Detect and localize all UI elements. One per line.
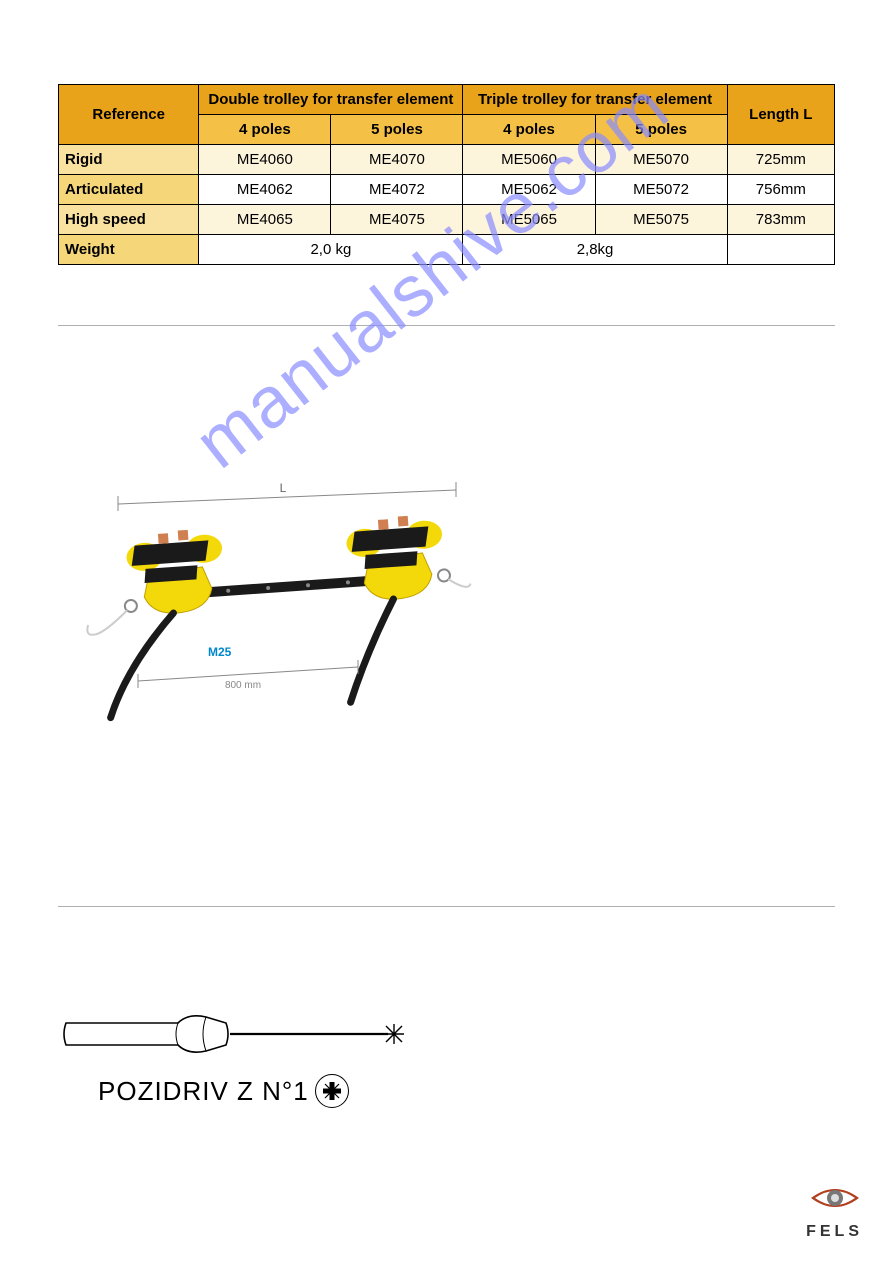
cell: ME5062 xyxy=(463,175,595,205)
cell: ME5060 xyxy=(463,145,595,175)
cell-weight-double: 2,0 kg xyxy=(199,235,463,265)
logo-text: FELS xyxy=(806,1223,863,1241)
row-label-articulated: Articulated xyxy=(59,175,199,205)
row-label-highspeed: High speed xyxy=(59,205,199,235)
table-row: Rigid ME4060 ME4070 ME5060 ME5070 725mm xyxy=(59,145,835,175)
cell: ME4060 xyxy=(199,145,331,175)
dim-label-L: L xyxy=(280,481,287,495)
section-divider xyxy=(58,906,835,907)
cell: 725mm xyxy=(727,145,834,175)
section-divider xyxy=(58,325,835,326)
m25-label: M25 xyxy=(208,645,232,659)
screwdriver-diagram: POZIDRIV Z N°1 xyxy=(58,1007,835,1108)
cell: 756mm xyxy=(727,175,834,205)
cell-weight-triple: 2,8kg xyxy=(463,235,727,265)
eye-icon xyxy=(807,1180,863,1216)
cell: ME4072 xyxy=(331,175,463,205)
col-header-double: Double trolley for transfer element xyxy=(199,85,463,115)
subheader-double-5poles: 5 poles xyxy=(331,115,463,145)
cell: 783mm xyxy=(727,205,834,235)
pozidriv-icon xyxy=(315,1074,349,1108)
cell: ME4070 xyxy=(331,145,463,175)
cell: ME4062 xyxy=(199,175,331,205)
table-row: Articulated ME4062 ME4072 ME5062 ME5072 … xyxy=(59,175,835,205)
trolley-diagram: L xyxy=(58,476,478,736)
cell: ME4065 xyxy=(199,205,331,235)
col-header-triple: Triple trolley for transfer element xyxy=(463,85,727,115)
table-row: High speed ME4065 ME4075 ME5065 ME5075 7… xyxy=(59,205,835,235)
subheader-triple-5poles: 5 poles xyxy=(595,115,727,145)
screwdriver-label: POZIDRIV Z N°1 xyxy=(98,1076,309,1107)
subheader-double-4poles: 4 poles xyxy=(199,115,331,145)
cell: ME4075 xyxy=(331,205,463,235)
row-label-rigid: Rigid xyxy=(59,145,199,175)
cell: ME5070 xyxy=(595,145,727,175)
cell: ME5065 xyxy=(463,205,595,235)
cell: ME5075 xyxy=(595,205,727,235)
col-header-length: Length L xyxy=(727,85,834,145)
brand-logo: FELS xyxy=(806,1180,863,1241)
row-label-weight: Weight xyxy=(59,235,199,265)
dim-label-800: 800 mm xyxy=(225,680,261,691)
trolley-reference-table: Reference Double trolley for transfer el… xyxy=(58,84,835,265)
subheader-triple-4poles: 4 poles xyxy=(463,115,595,145)
cell: ME5072 xyxy=(595,175,727,205)
col-header-reference: Reference xyxy=(59,85,199,145)
cell-weight-len xyxy=(727,235,834,265)
table-row-weight: Weight 2,0 kg 2,8kg xyxy=(59,235,835,265)
